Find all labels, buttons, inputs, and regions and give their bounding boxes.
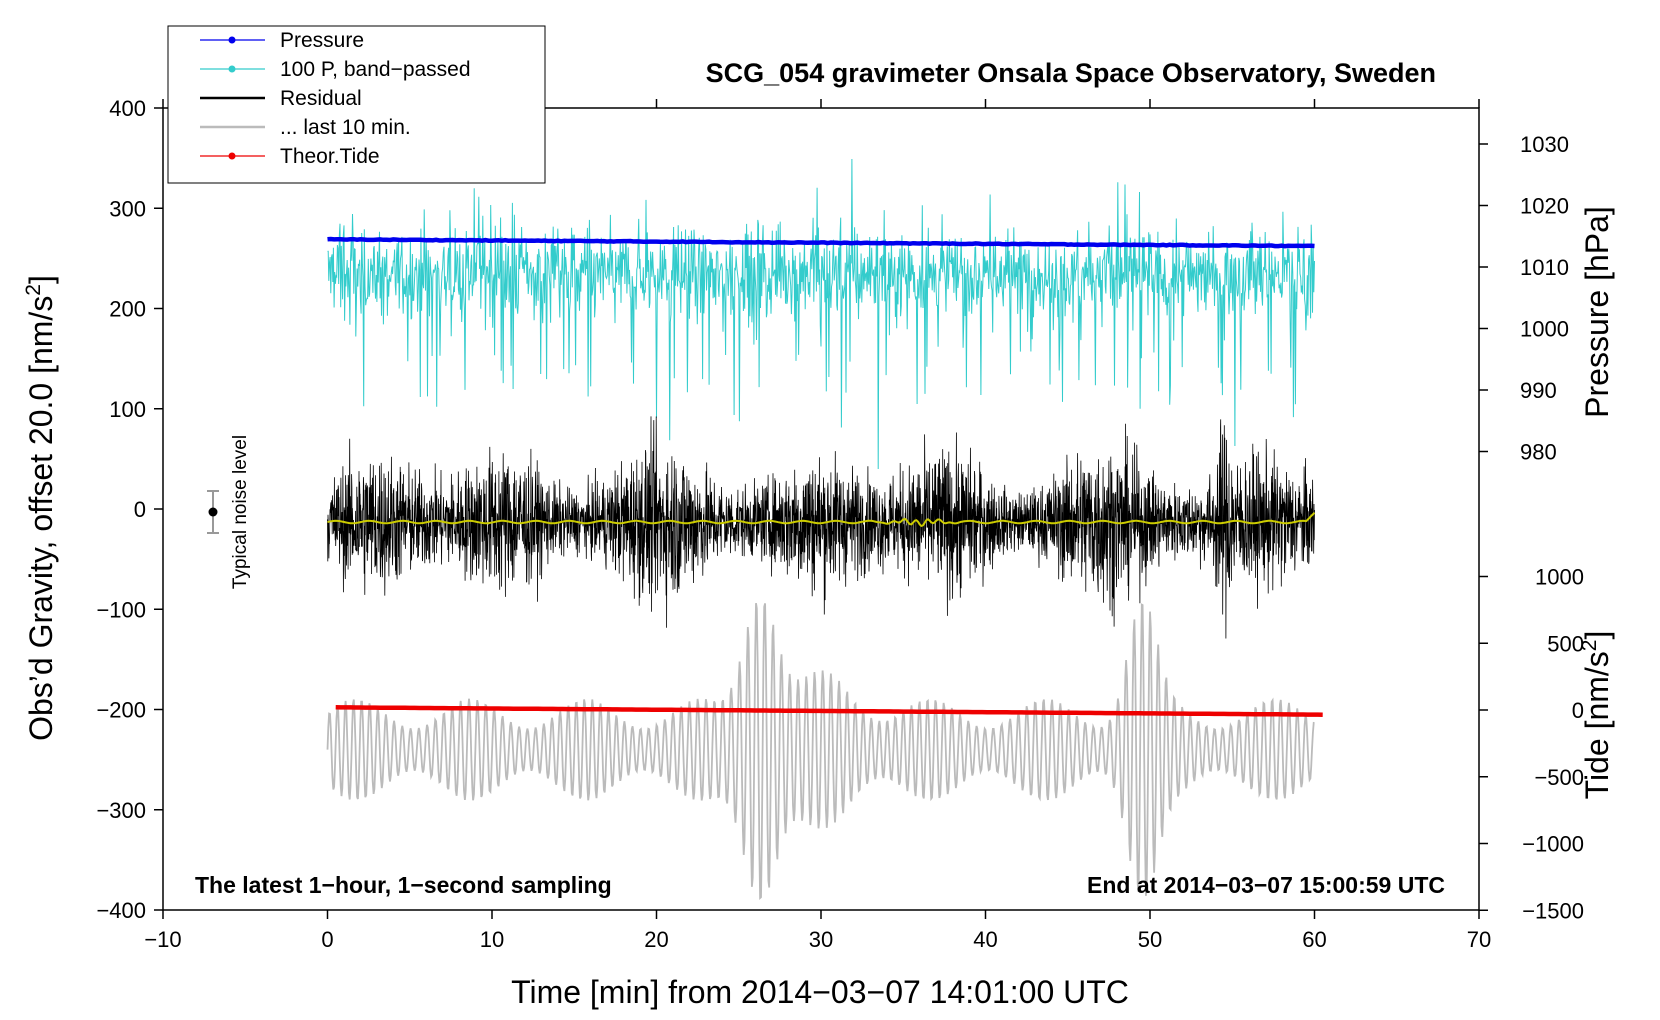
series-band-passed-pressure: [327, 158, 1315, 470]
series-smoothed-residual: [327, 512, 1316, 528]
y-left-axis-label-tail: ]: [23, 275, 59, 284]
legend: Pressure 100 P, band−passed Residual ... la…: [167, 25, 546, 184]
tide-axis-label-tail: ]: [1579, 631, 1615, 640]
tide-tick-label: 1000: [1535, 565, 1584, 590]
legend-items: Pressure 100 P, band−passed Residual ... la…: [200, 29, 471, 168]
legend-label: Pressure: [280, 29, 364, 52]
series-pressure: [327, 236, 1315, 249]
tide-tick-label: −1000: [1522, 832, 1584, 857]
noise-level-indicator: Typical noise level: [207, 435, 251, 589]
y-left-axis-ticks: 400 300 200 100 0 −100 −200 −300 −400: [96, 96, 163, 923]
y-tick-label: −300: [96, 798, 146, 823]
pressure-tick-label: 990: [1520, 378, 1557, 403]
legend-label: Residual: [280, 87, 362, 110]
noise-bar-center: [208, 507, 218, 517]
y-tick-label: 100: [109, 397, 146, 422]
x-axis-ticks: −10 0 10 20 30 40 50 60 70: [144, 99, 1491, 952]
x-tick-label: 70: [1467, 927, 1491, 952]
legend-label: ... last 10 min.: [280, 116, 411, 139]
x-tick-label: 60: [1302, 927, 1326, 952]
tide-axis-label: Tide [nm/s2]: [1578, 631, 1615, 800]
annotation-end-time: End at 2014−03−07 15:00:59 UTC: [1087, 872, 1445, 898]
chart-title: SCG_054 gravimeter Onsala Space Observat…: [706, 58, 1436, 88]
pressure-tick-label: 980: [1520, 440, 1557, 465]
tide-tick-label: 0: [1572, 698, 1584, 723]
series-theoretical-tide: [335, 705, 1323, 717]
y-tick-label: −100: [96, 597, 146, 622]
tide-tick-label: −1500: [1522, 898, 1584, 923]
y-tick-label: −200: [96, 698, 146, 723]
pressure-tick-label: 1030: [1520, 132, 1569, 157]
pressure-tick-label: 1000: [1520, 317, 1569, 342]
tide-axis-ticks: 1000 500 0 −500 −1000 −1500: [1479, 565, 1584, 923]
x-tick-label: −10: [144, 927, 181, 952]
data-traces: [326, 158, 1323, 900]
pressure-axis-label: Pressure [hPa]: [1579, 206, 1615, 418]
pressure-axis-ticks: 1030 1020 1010 1000 990 980: [1479, 132, 1569, 465]
y-tick-label: 300: [109, 196, 146, 221]
y-left-axis-label-sup: 2: [22, 284, 45, 296]
x-tick-label: 30: [809, 927, 833, 952]
tide-axis-label-sup: 2: [1578, 640, 1601, 652]
series-residual: [327, 416, 1315, 639]
legend-marker: [228, 65, 236, 73]
legend-marker: [228, 36, 236, 44]
y-tick-label: 200: [109, 297, 146, 322]
tide-axis-label-main: Tide [nm/s: [1579, 651, 1615, 799]
legend-label: Theor.Tide: [280, 145, 380, 168]
tide-tick-label: 500: [1547, 631, 1584, 656]
y-left-axis-label: Obs’d Gravity, offset 20.0 [nm/s2]: [22, 275, 59, 741]
x-tick-label: 50: [1138, 927, 1162, 952]
x-tick-label: 20: [644, 927, 668, 952]
pressure-tick-label: 1020: [1520, 194, 1569, 219]
series-last-10-min: [326, 603, 1315, 900]
y-tick-label: 0: [134, 497, 146, 522]
pressure-tick-label: 1010: [1520, 255, 1569, 280]
noise-level-label: Typical noise level: [230, 435, 251, 589]
x-axis-label: Time [min] from 2014−03−07 14:01:00 UTC: [511, 974, 1129, 1010]
x-tick-label: 40: [973, 927, 997, 952]
legend-marker: [228, 152, 236, 160]
annotation-sampling: The latest 1−hour, 1−second sampling: [195, 872, 612, 898]
y-tick-label: 400: [109, 96, 146, 121]
y-tick-label: −400: [96, 898, 146, 923]
tide-tick-label: −500: [1534, 765, 1584, 790]
y-left-axis-label-main: Obs’d Gravity, offset 20.0 [nm/s: [23, 296, 59, 741]
x-tick-label: 10: [480, 927, 504, 952]
legend-label: 100 P, band−passed: [280, 58, 471, 81]
x-tick-label: 0: [321, 927, 333, 952]
